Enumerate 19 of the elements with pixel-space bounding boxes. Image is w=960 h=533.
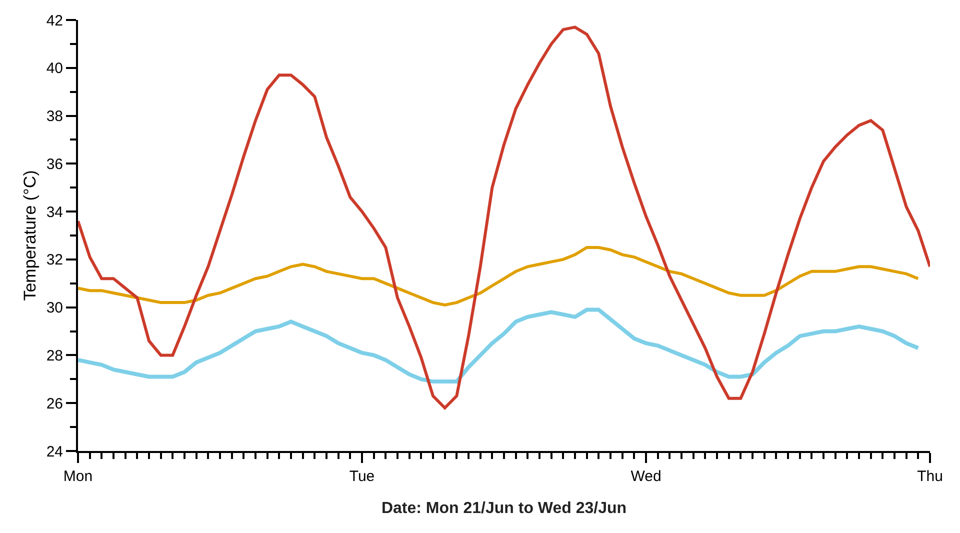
x-axis-title: Date: Mon 21/Jun to Wed 23/Jun bbox=[381, 500, 627, 518]
y-tick-label: 36 bbox=[46, 156, 63, 173]
line-series bbox=[78, 246, 920, 306]
y-tick-label: 40 bbox=[46, 60, 63, 78]
x-tick-label: Wed bbox=[630, 468, 662, 485]
y-tick-label: 32 bbox=[46, 252, 63, 269]
y-tick-label: 24 bbox=[46, 443, 63, 460]
y-tick-label: 42 bbox=[46, 12, 63, 30]
x-tick-label: Thu bbox=[917, 468, 943, 485]
line-series bbox=[78, 308, 920, 384]
y-tick-label: 30 bbox=[46, 300, 63, 317]
y-tick-label: 26 bbox=[46, 395, 63, 412]
x-tick-label: Mon bbox=[63, 468, 93, 485]
y-tick-label: 34 bbox=[46, 204, 63, 221]
line-series bbox=[78, 26, 930, 410]
x-tick-label: Tue bbox=[349, 468, 375, 485]
y-tick-label: 38 bbox=[46, 108, 63, 126]
y-tick-label: 28 bbox=[46, 347, 63, 364]
y-axis-title: Temperature (°C) bbox=[20, 170, 40, 301]
